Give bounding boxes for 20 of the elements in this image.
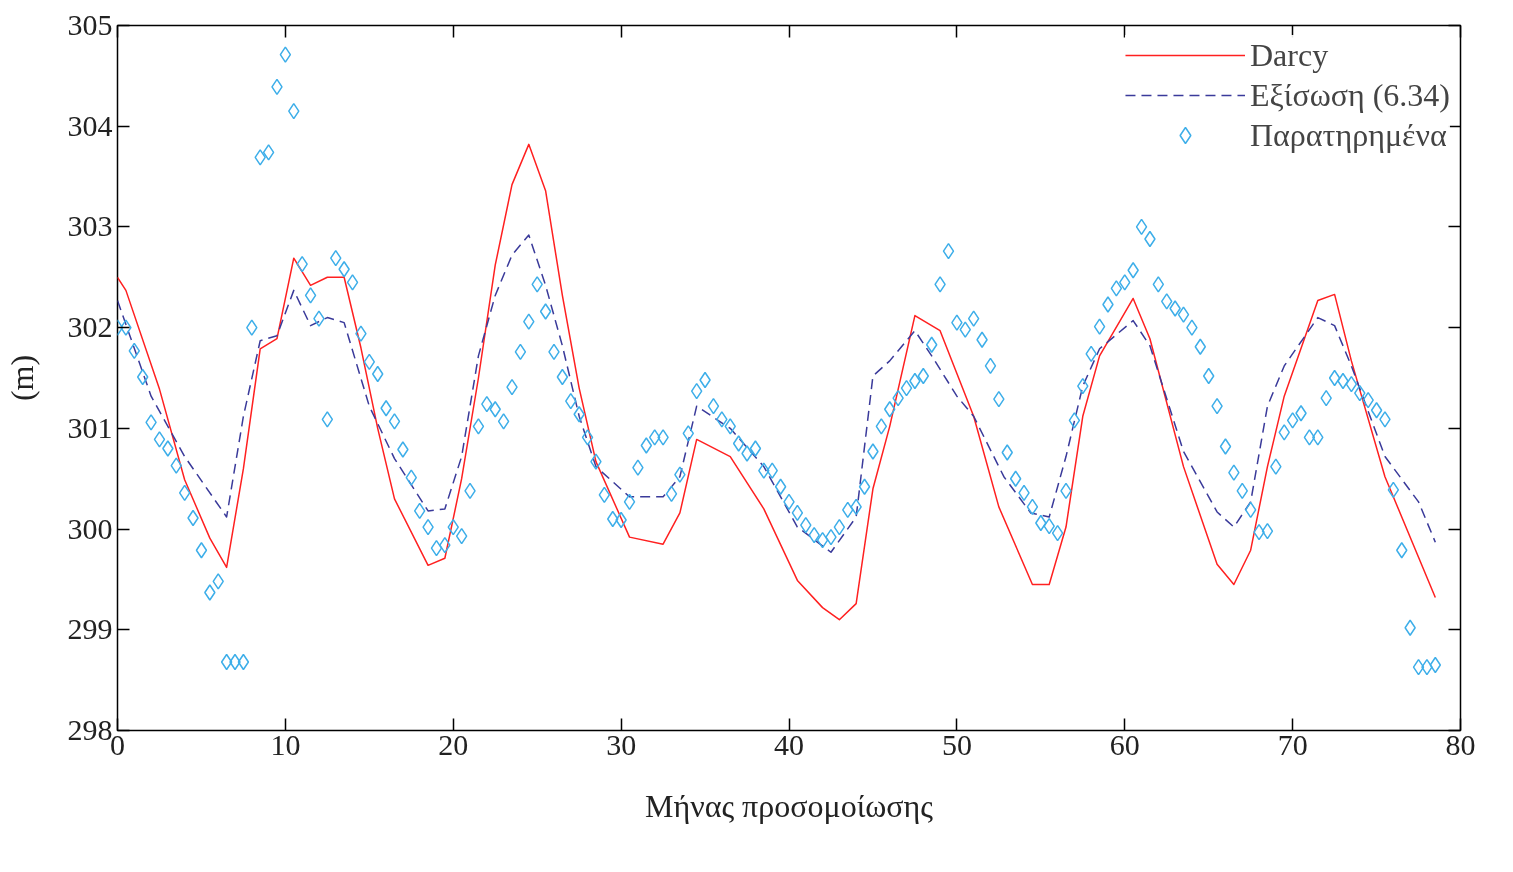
y-tick-label: 300 bbox=[67, 511, 113, 545]
x-tick-label: 40 bbox=[774, 727, 804, 761]
legend-label: Εξίσωση (6.34) bbox=[1249, 75, 1450, 115]
y-tick-label: 304 bbox=[67, 108, 113, 142]
y-tick-label: 301 bbox=[67, 410, 113, 444]
x-tick-label: 20 bbox=[438, 727, 469, 761]
y-tick-label: 305 bbox=[67, 8, 113, 41]
y-tick-label: 302 bbox=[67, 310, 113, 344]
y-axis-title: (m) bbox=[3, 354, 40, 402]
legend-label: Darcy bbox=[1249, 35, 1329, 75]
x-tick-label: 30 bbox=[606, 727, 637, 761]
x-tick-label: 50 bbox=[941, 727, 972, 761]
legend-label: Παρατηρημένα bbox=[1249, 115, 1447, 155]
x-tick-label: 70 bbox=[1277, 727, 1308, 761]
x-tick-label: 80 bbox=[1445, 727, 1476, 761]
x-axis-title: Μήνας προσομοίωσης bbox=[645, 787, 934, 824]
x-tick-label: 10 bbox=[270, 727, 301, 761]
y-tick-label: 303 bbox=[67, 209, 113, 243]
y-tick-label: 299 bbox=[67, 612, 113, 646]
x-tick-label: 60 bbox=[1109, 727, 1140, 761]
